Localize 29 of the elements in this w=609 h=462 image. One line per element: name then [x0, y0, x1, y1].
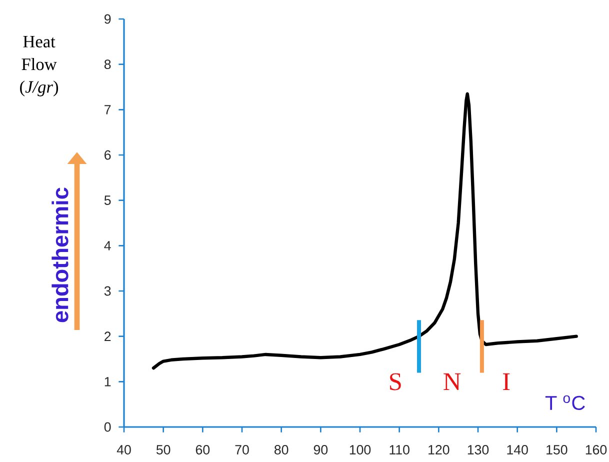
x-tick-label: 40: [116, 445, 131, 454]
x-tick-label: 130: [468, 445, 489, 454]
annotation: S: [390, 373, 401, 390]
x-tick-label: 60: [196, 445, 210, 454]
x-tick-label: 100: [350, 445, 371, 454]
x-tick-label: 80: [274, 445, 288, 454]
annotation: I: [503, 373, 510, 390]
x-tick-label: 110: [390, 445, 410, 454]
x-tick-label: 120: [428, 445, 450, 454]
y-tick-label: 8: [104, 60, 111, 70]
y-tick-label: 7: [104, 105, 111, 114]
y-axis-title: Heat Flow (J/gr): [20, 36, 58, 96]
x-axis-title: T $^{o}$C: [545, 395, 585, 410]
y-tick-label: 9: [104, 14, 111, 24]
annotation: N: [444, 373, 461, 390]
y-tick-label: 1: [104, 377, 111, 386]
y-tick-label: 0: [104, 422, 111, 432]
x-tick-label: 140: [507, 445, 528, 454]
y-tick-label: 4: [104, 241, 111, 250]
y-tick-label: 3: [104, 286, 111, 296]
y-tick-label: 5: [104, 196, 111, 205]
x-tick-label: 160: [586, 445, 607, 454]
y-tick-label: 6: [104, 150, 111, 160]
text: endothermic: [52, 188, 68, 322]
x-tick-label: 150: [546, 445, 568, 454]
x-tick-label: 70: [235, 445, 249, 454]
x-tick-label: 50: [156, 445, 170, 454]
x-tick-label: 90: [314, 445, 328, 454]
y-tick-label: 2: [104, 332, 111, 341]
